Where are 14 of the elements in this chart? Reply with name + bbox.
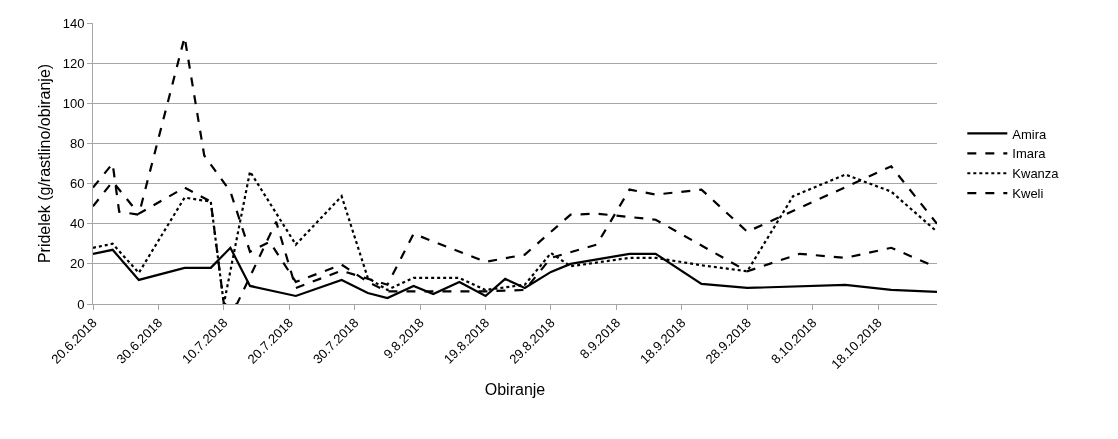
legend-label: Kwanza [1012,166,1060,182]
y-tick-label: 80 [69,135,85,151]
y-tick-label: 100 [62,95,85,111]
x-axis-title: Obiranje [484,380,546,398]
legend-label: Kweli [1012,186,1044,202]
legend-label: Imara [1012,146,1047,162]
y-tick-label: 140 [62,15,85,31]
y-tick-label: 40 [69,216,85,232]
y-tick-label: 60 [69,176,85,192]
y-axis-title: Pridelek (g/rastlino/obiranje) [35,63,53,264]
y-tick-label: 0 [77,296,85,312]
y-tick-label: 120 [62,55,85,71]
y-tick-label: 20 [69,256,85,272]
legend-label: Amira [1012,126,1048,142]
